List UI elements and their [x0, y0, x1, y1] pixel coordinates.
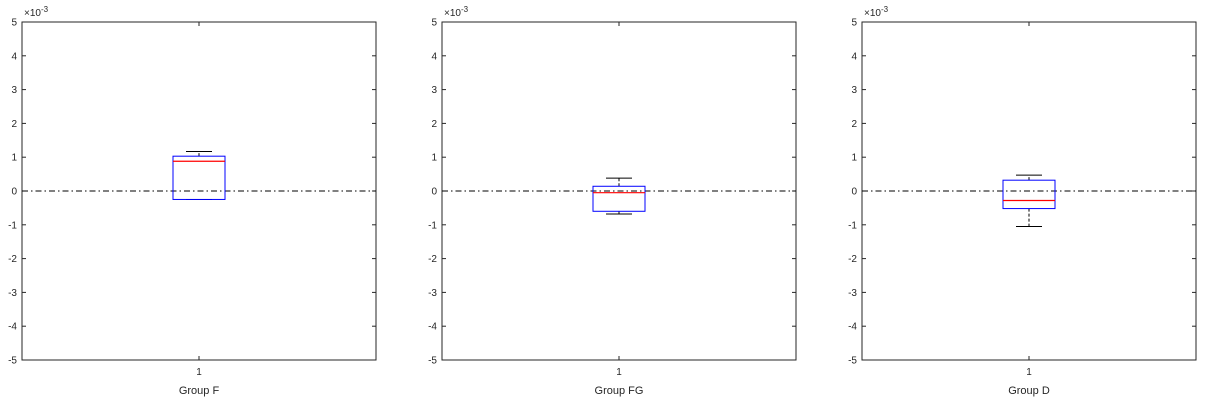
y-tick-label: 0 — [851, 187, 857, 198]
y-tick-label: -1 — [428, 220, 437, 231]
y-exponent-base: ×10 — [864, 8, 881, 19]
x-axis-label: Group D — [1008, 385, 1050, 397]
x-tick-label: 1 — [1026, 367, 1032, 378]
y-tick-label: -2 — [428, 254, 437, 265]
y-tick-label: 3 — [431, 85, 437, 96]
x-axis-label: Group F — [179, 385, 220, 397]
iqr-box — [592, 185, 646, 212]
y-tick-label: 2 — [851, 119, 857, 130]
y-tick-label: 4 — [851, 51, 857, 62]
y-tick-label: -3 — [848, 288, 857, 299]
y-exponent-label: ×10-3 — [864, 5, 889, 19]
x-axis-label: Group FG — [595, 385, 644, 397]
y-tick-label: 5 — [431, 18, 437, 29]
y-tick-label: -3 — [8, 288, 17, 299]
y-tick-label: 1 — [431, 153, 437, 164]
y-exponent-power: -3 — [41, 5, 49, 14]
y-tick-label: 0 — [11, 187, 17, 198]
y-tick-label: 3 — [11, 85, 17, 96]
y-tick-label: 3 — [851, 85, 857, 96]
y-tick-label: -4 — [428, 322, 437, 333]
y-exponent-power: -3 — [881, 5, 889, 14]
y-tick-label: -4 — [8, 322, 17, 333]
y-tick-label: 4 — [11, 51, 17, 62]
y-exponent-base: ×10 — [24, 8, 41, 19]
iqr-box — [1002, 179, 1056, 210]
y-tick-label: 4 — [431, 51, 437, 62]
y-tick-label: -5 — [848, 356, 857, 367]
y-tick-label: 1 — [851, 153, 857, 164]
iqr-box — [172, 155, 226, 200]
y-tick-label: 1 — [11, 153, 17, 164]
y-tick-label: -1 — [848, 220, 857, 231]
y-exponent-label: ×10-3 — [24, 5, 49, 19]
y-exponent-label: ×10-3 — [444, 5, 469, 19]
y-tick-label: -2 — [848, 254, 857, 265]
y-tick-label: 5 — [11, 18, 17, 29]
y-tick-label: -5 — [428, 356, 437, 367]
y-tick-label: 0 — [431, 187, 437, 198]
x-tick-label: 1 — [196, 367, 202, 378]
y-tick-label: -1 — [8, 220, 17, 231]
y-exponent-base: ×10 — [444, 8, 461, 19]
y-tick-label: -5 — [8, 356, 17, 367]
y-tick-label: -2 — [8, 254, 17, 265]
y-exponent-power: -3 — [461, 5, 469, 14]
y-tick-label: 2 — [11, 119, 17, 130]
x-tick-label: 1 — [616, 367, 622, 378]
y-tick-label: -3 — [428, 288, 437, 299]
y-tick-label: 5 — [851, 18, 857, 29]
y-tick-label: 2 — [431, 119, 437, 130]
y-tick-label: -4 — [848, 322, 857, 333]
